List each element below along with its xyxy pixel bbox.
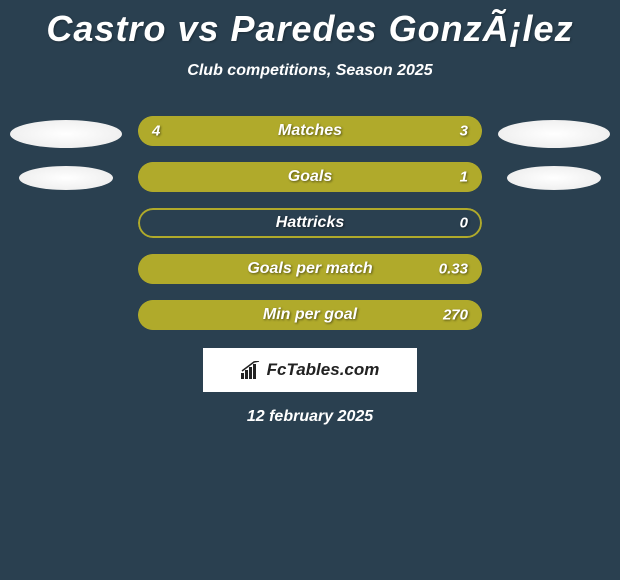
- left-player-avatar-1: [10, 120, 122, 148]
- right-player-avatar-1: [498, 120, 610, 148]
- page-subtitle: Club competitions, Season 2025: [187, 62, 432, 80]
- page-title: Castro vs Paredes GonzÃ¡lez: [46, 8, 573, 50]
- stat-bar-row: Goals per match 0.33: [138, 254, 482, 284]
- stat-bar-row: 4 Matches 3: [138, 116, 482, 146]
- stat-label: Goals per match: [247, 260, 372, 278]
- right-avatar-column: [494, 116, 614, 190]
- stat-bar-row: Goals 1: [138, 162, 482, 192]
- brand-chart-icon: [241, 361, 261, 379]
- stat-left-value: 4: [152, 123, 160, 140]
- left-avatar-column: [6, 116, 126, 190]
- stat-right-value: 0: [460, 215, 468, 232]
- stat-right-value: 1: [460, 169, 468, 186]
- brand-text: FcTables.com: [267, 360, 380, 380]
- right-player-avatar-2: [507, 166, 601, 190]
- root-container: Castro vs Paredes GonzÃ¡lez Club competi…: [0, 0, 620, 426]
- stat-bar-row: Hattricks 0: [138, 208, 482, 238]
- brand-box[interactable]: FcTables.com: [203, 348, 417, 392]
- stat-label: Hattricks: [276, 214, 344, 232]
- stat-right-value: 270: [443, 307, 468, 324]
- stat-label: Min per goal: [263, 306, 357, 324]
- stat-bars-column: 4 Matches 3 Goals 1 Hattricks 0 Goals per match…: [138, 116, 482, 330]
- stat-label: Goals: [288, 168, 332, 186]
- stat-bar-row: Min per goal 270: [138, 300, 482, 330]
- left-player-avatar-2: [19, 166, 113, 190]
- stats-area: 4 Matches 3 Goals 1 Hattricks 0 Goals per match…: [0, 116, 620, 330]
- footer-date: 12 february 2025: [247, 408, 373, 426]
- stat-right-value: 0.33: [439, 261, 468, 278]
- stat-label: Matches: [278, 122, 342, 140]
- stat-right-value: 3: [460, 123, 468, 140]
